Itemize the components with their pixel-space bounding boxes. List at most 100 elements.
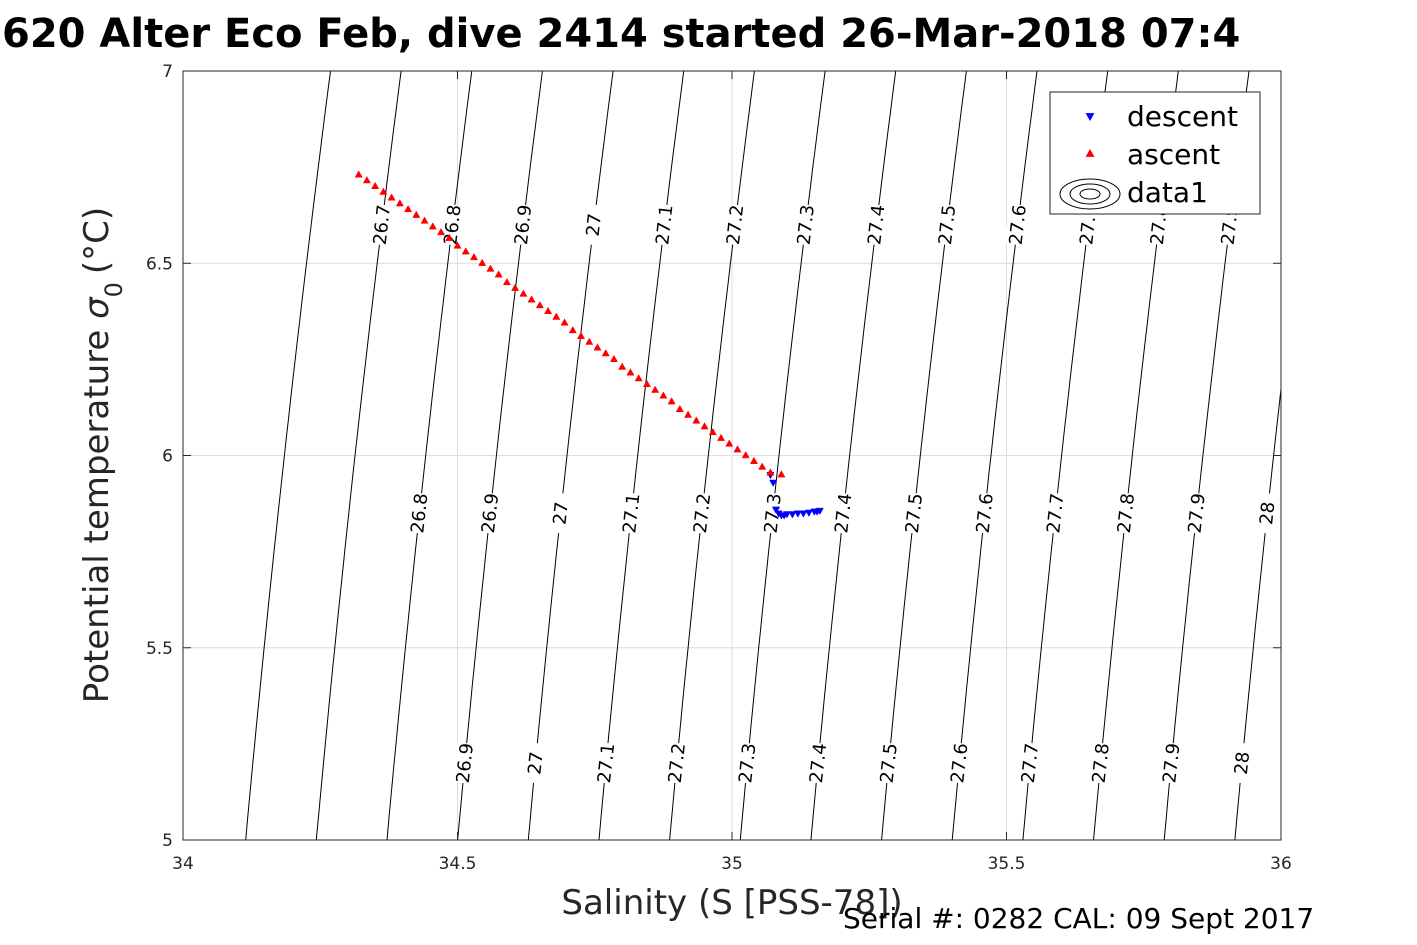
ascent-point	[593, 343, 602, 351]
contour-label: 27.5	[935, 204, 960, 246]
ascent-point	[749, 456, 758, 464]
isopycnal-line	[245, 71, 331, 840]
y-tick-label: 7	[162, 62, 173, 82]
legend: descent ascent data1	[1049, 91, 1261, 215]
contour-label: 27	[583, 212, 606, 237]
ascent-point	[437, 227, 446, 236]
contour-label: 27	[524, 751, 547, 776]
contour-label: 26.9	[478, 492, 503, 534]
ascent-point	[576, 331, 586, 339]
contour-label: 27.4	[806, 742, 831, 784]
contour-label-group: 27.7	[1016, 742, 1043, 784]
contour-label-bg	[946, 742, 973, 785]
ascent-point	[535, 301, 544, 309]
ascent-point	[461, 247, 470, 255]
y-axis-label-text: Potential temperature	[77, 330, 117, 703]
contour-label: 27.5	[877, 742, 902, 784]
contour-label: 27.9	[1184, 492, 1209, 534]
contour-label-group: 27.2	[663, 742, 690, 784]
contour-label-bg	[522, 742, 549, 785]
contour-label-bg	[580, 203, 607, 246]
isopycnal-line	[810, 71, 897, 840]
isopycnal-line	[669, 71, 755, 840]
ascent-point	[420, 216, 429, 224]
contour-label-group: 27.8	[1112, 492, 1139, 534]
descent-point	[804, 509, 813, 517]
contour-label: 28	[1231, 751, 1254, 776]
contour-label: 27.1	[652, 204, 677, 246]
contour-label-group: 27.4	[830, 492, 857, 534]
ascent-point	[379, 187, 388, 195]
legend-contour-ring	[1079, 188, 1101, 200]
ascent-point	[741, 450, 750, 459]
ascent-point	[387, 193, 396, 201]
ascent-point	[494, 270, 503, 278]
ascent-point	[544, 306, 553, 314]
ascent-point	[708, 427, 717, 436]
contour-label-bg	[759, 492, 786, 535]
contour-label-group: 27	[522, 742, 549, 785]
contour-label-bg	[792, 203, 819, 246]
contour-label-bg	[1042, 492, 1069, 535]
ascent-point	[716, 433, 726, 441]
legend-box	[1049, 91, 1261, 215]
contour-label-group: 27.1	[592, 742, 619, 784]
contour-label-bg	[509, 203, 537, 246]
contour-label-bg	[875, 742, 902, 785]
contour-label-bg	[476, 492, 504, 535]
contour-label-bg	[933, 203, 961, 246]
ascent-point	[502, 277, 511, 286]
contour-label-group: 27.5	[875, 742, 902, 785]
ascent-point	[354, 170, 363, 178]
contour-label-bg	[1254, 492, 1281, 535]
contour-label-group: 27.6	[1004, 203, 1031, 246]
ascent-point	[568, 326, 577, 334]
ascent-point	[395, 199, 404, 207]
ascent-point	[560, 318, 569, 326]
contour-label-group: 28	[1228, 742, 1256, 785]
ascent-point	[700, 422, 709, 430]
svg-text:Potential temperature σ0(°C): Potential temperature σ0 (°C)	[77, 207, 128, 703]
contour-label: 26.7	[370, 204, 395, 246]
legend-marker-ascent	[1085, 148, 1095, 157]
legend-contour-ring	[1059, 178, 1121, 210]
contour-label: 27	[550, 501, 573, 526]
contour-label-group: 27.8	[1087, 742, 1114, 784]
contour-label: 27.7	[1018, 742, 1043, 784]
ascent-point	[552, 312, 561, 320]
descent-point	[799, 510, 808, 518]
contour-label-group: 27.3	[792, 203, 819, 246]
grid-lines	[183, 71, 1281, 840]
contour-label-group: 27.4	[863, 203, 890, 246]
ascent-point	[585, 337, 594, 345]
descent-point	[815, 507, 824, 515]
x-tick-label: 34.5	[439, 854, 477, 874]
y-tick-label: 6.5	[146, 254, 173, 274]
ascent-point	[609, 354, 618, 363]
legend-contour-ring	[1069, 183, 1111, 205]
ascent-point	[733, 445, 742, 453]
descent-point	[771, 506, 780, 514]
contour-label-group: 27.1	[618, 492, 645, 534]
contour-label: 27.2	[723, 204, 748, 246]
contour-label-bg	[651, 203, 678, 246]
ascent-point	[684, 410, 693, 418]
contour-label: 26.8	[440, 204, 465, 246]
isopycnal-line	[951, 71, 1038, 840]
ascent-point	[725, 439, 734, 447]
contour-label-group: 27.5	[900, 492, 927, 534]
ascent-point	[659, 391, 668, 399]
ascent-point	[651, 385, 660, 393]
contour-label-group: 27.9	[1183, 492, 1210, 534]
descent-point	[793, 510, 802, 518]
contour-label: 27.6	[1006, 204, 1031, 246]
contour-label-group: 26.9	[476, 492, 504, 535]
descent-point	[782, 511, 791, 519]
isopycnal-line	[739, 71, 826, 840]
data-series	[354, 170, 824, 520]
ascent-point	[404, 204, 413, 213]
legend-marker-descent	[1085, 113, 1095, 122]
contour-label: 27.2	[690, 492, 715, 534]
ascent-point	[428, 222, 437, 230]
